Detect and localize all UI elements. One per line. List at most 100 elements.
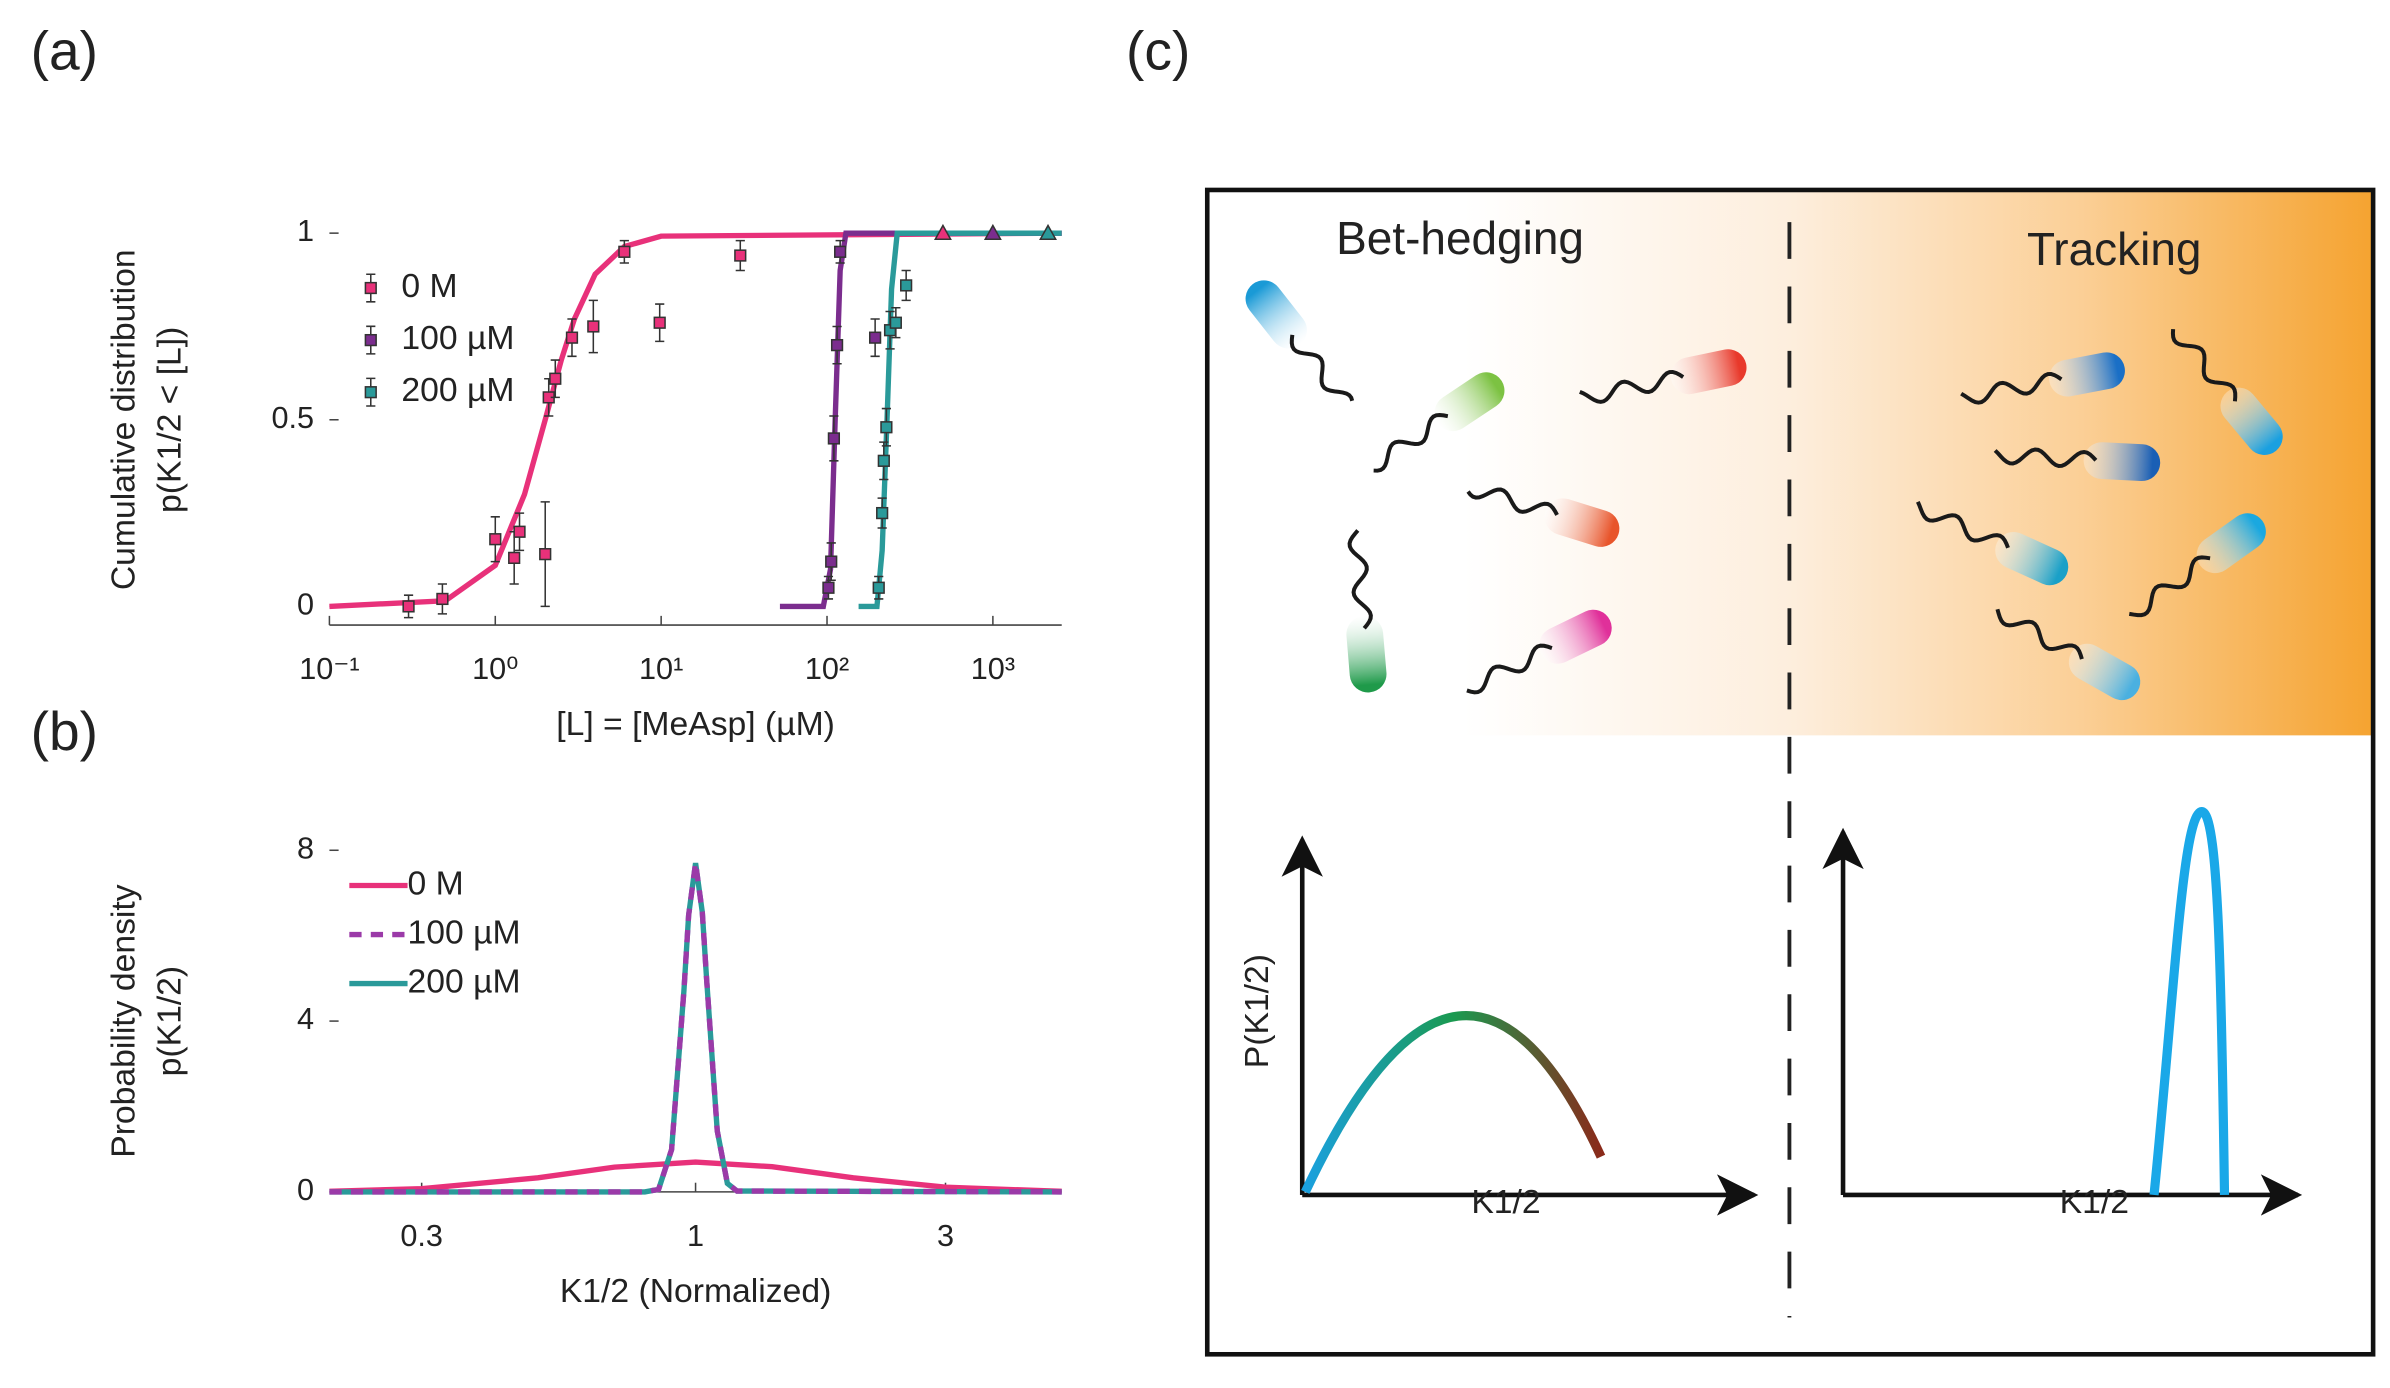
flagellum: [1916, 501, 2010, 549]
diagram-title: Bet-hedging: [1336, 212, 1584, 264]
point: [822, 581, 835, 594]
point: [508, 551, 521, 565]
flagellum: [1373, 412, 1449, 473]
flagellum: [1995, 608, 2084, 660]
point: [1039, 223, 1057, 241]
bacterium-body: [1539, 609, 1612, 664]
point: [513, 525, 526, 538]
bacterium: [2170, 329, 2283, 456]
legend-label: 0 M: [408, 864, 464, 902]
y-axis-label: p(K1/2 < [L]): [151, 327, 189, 513]
diagram-frame: [1204, 187, 2376, 1357]
bacterium-body: [2049, 352, 2125, 397]
bacterium-body: [1346, 616, 1387, 693]
bacterium: [1373, 372, 1505, 473]
panel-label: (b): [31, 700, 98, 762]
legend-label: 200 µM: [401, 371, 514, 409]
diagram-title: Tracking: [2027, 223, 2202, 275]
point: [876, 506, 889, 520]
x-tick-label: 10³: [971, 652, 1015, 686]
x-tick-label: 10⁻¹: [299, 652, 359, 686]
point: [900, 279, 913, 292]
point: [734, 249, 747, 262]
flagellum: [1579, 369, 1685, 404]
bacterium-body: [2220, 387, 2283, 456]
flagellum: [1960, 372, 2063, 405]
y-axis-label: p(K1/2): [151, 966, 189, 1076]
panel-label: (a): [31, 20, 98, 82]
x-tick-label: 10²: [805, 652, 849, 686]
bacterium: [1346, 529, 1387, 693]
legend-marker: [364, 281, 377, 295]
y-tick-label: 4: [297, 1002, 314, 1036]
series-line: [329, 862, 1062, 1195]
fit-curve: [329, 230, 1062, 610]
flagellum: [1347, 529, 1373, 630]
point: [827, 432, 841, 445]
point: [880, 421, 893, 434]
point: [825, 555, 838, 568]
flagellum: [2128, 555, 2211, 618]
legend-label: 100 µM: [401, 319, 514, 357]
y-axis-label: Probability density: [105, 884, 143, 1158]
point: [565, 331, 579, 344]
point: [653, 316, 666, 329]
bacterium-body: [2068, 643, 2141, 701]
point: [933, 223, 952, 241]
bacterium: [1245, 280, 1355, 402]
point: [618, 245, 631, 258]
x-tick-label: 10⁰: [472, 652, 518, 686]
y-tick-label: 0.5: [272, 401, 315, 435]
fit-curve: [858, 230, 1062, 610]
bacterium-body: [1434, 372, 1505, 432]
point: [872, 581, 885, 594]
point: [830, 338, 844, 352]
y-tick-label: 8: [297, 831, 314, 865]
point: [402, 600, 415, 613]
bacterium: [1995, 608, 2141, 701]
panel-label: (c): [1126, 20, 1190, 82]
bacterium-body: [1670, 349, 1747, 395]
broad-distribution: [1301, 1011, 1606, 1194]
flagellum: [2170, 329, 2238, 402]
flagellum: [1466, 643, 1553, 695]
legend-label: 100 µM: [408, 913, 521, 951]
x-tick-label: 10¹: [639, 652, 683, 686]
bacterium: [1466, 609, 1612, 695]
y-tick-label: 1: [297, 214, 314, 248]
point: [436, 592, 449, 606]
bacterium: [1466, 487, 1620, 547]
x-tick-label: 0.3: [400, 1219, 443, 1253]
point: [889, 316, 902, 329]
x-tick-label: 3: [937, 1219, 954, 1253]
point: [877, 454, 890, 467]
diagram-x-label: K1/2: [2060, 1183, 2129, 1221]
x-axis-label: [L] = [MeAsp] (µM): [556, 705, 835, 743]
bacterium-body: [1995, 531, 2069, 586]
diagram-y-label: P(K1/2): [1238, 954, 1276, 1068]
fit-curve: [779, 230, 1062, 610]
legend-label: 0 M: [401, 267, 457, 305]
point: [834, 245, 847, 258]
legend-marker: [364, 386, 377, 399]
bacterium-body: [2196, 513, 2266, 574]
bacterium-body: [1544, 498, 1620, 547]
point: [587, 320, 600, 333]
legend-marker: [364, 333, 377, 347]
point: [489, 533, 502, 546]
bacterium-body: [1245, 280, 1307, 349]
x-axis-label: K1/2 (Normalized): [560, 1272, 831, 1310]
series-line: [329, 862, 1062, 1195]
flagellum: [1289, 334, 1355, 402]
bacterium: [1579, 349, 1747, 404]
bacterium: [1916, 501, 2069, 586]
bacterium: [1960, 352, 2125, 405]
point: [983, 223, 1002, 241]
flagellum: [1466, 487, 1559, 516]
y-axis-label: Cumulative distribution: [105, 249, 143, 590]
series-line: [329, 1159, 1062, 1195]
x-tick-label: 1: [687, 1219, 704, 1253]
bacterium-body: [2083, 442, 2161, 482]
diagram-x-label: K1/2: [1471, 1183, 1540, 1221]
